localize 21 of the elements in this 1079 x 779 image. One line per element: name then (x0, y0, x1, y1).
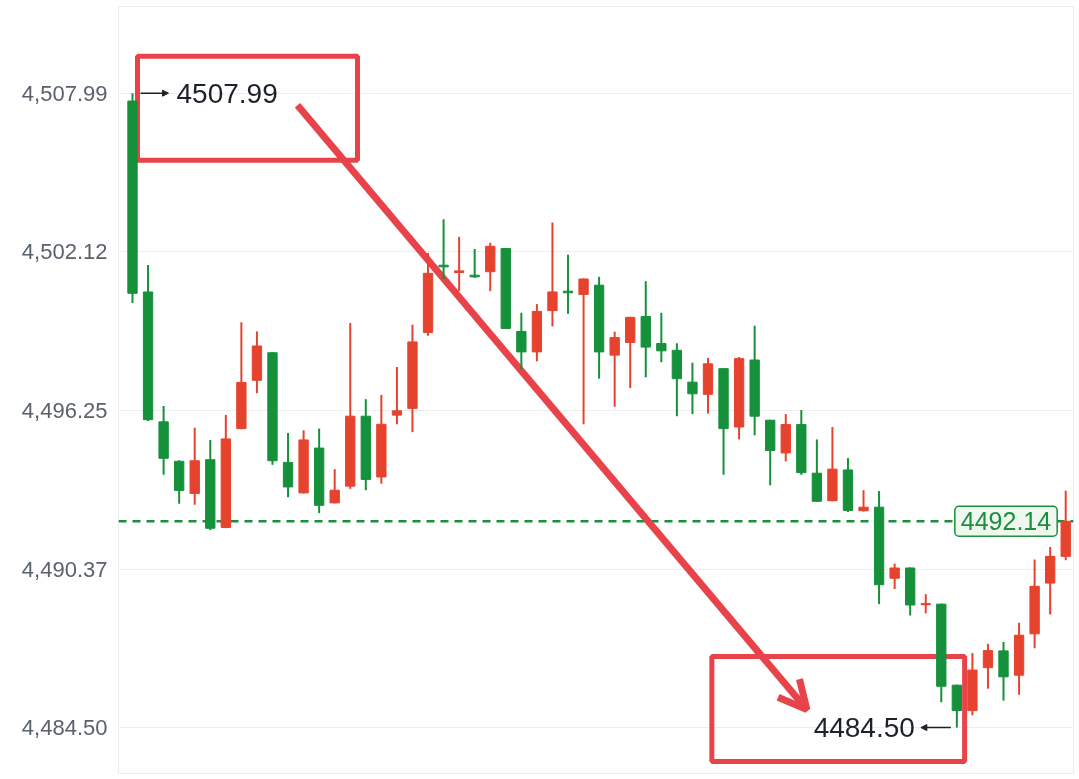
annotation: 4484.50 (813, 712, 915, 744)
candlestick (609, 330, 620, 408)
candlestick (920, 593, 931, 615)
y-tick-label: 4,484.50 (21, 715, 108, 741)
candlestick (982, 642, 994, 690)
candlestick (453, 235, 465, 292)
y-tick-label: 4,502.12 (21, 239, 108, 265)
candlestick (656, 311, 667, 364)
candlestick (391, 366, 403, 426)
candlestick (687, 361, 698, 416)
y-tick-label: 4,496.25 (21, 397, 108, 423)
candlestick (578, 277, 589, 426)
candlestick (329, 468, 340, 505)
candlestick (547, 221, 558, 328)
candlestick (889, 562, 900, 591)
y-tick-label: 4,490.37 (21, 556, 108, 582)
annotation: 4507.99 (176, 77, 278, 109)
candlestick (516, 311, 527, 371)
ref-line-label: 4492.14 (960, 507, 1052, 536)
y-tick-label: 4,507.99 (21, 80, 108, 106)
candlestick (858, 489, 869, 513)
